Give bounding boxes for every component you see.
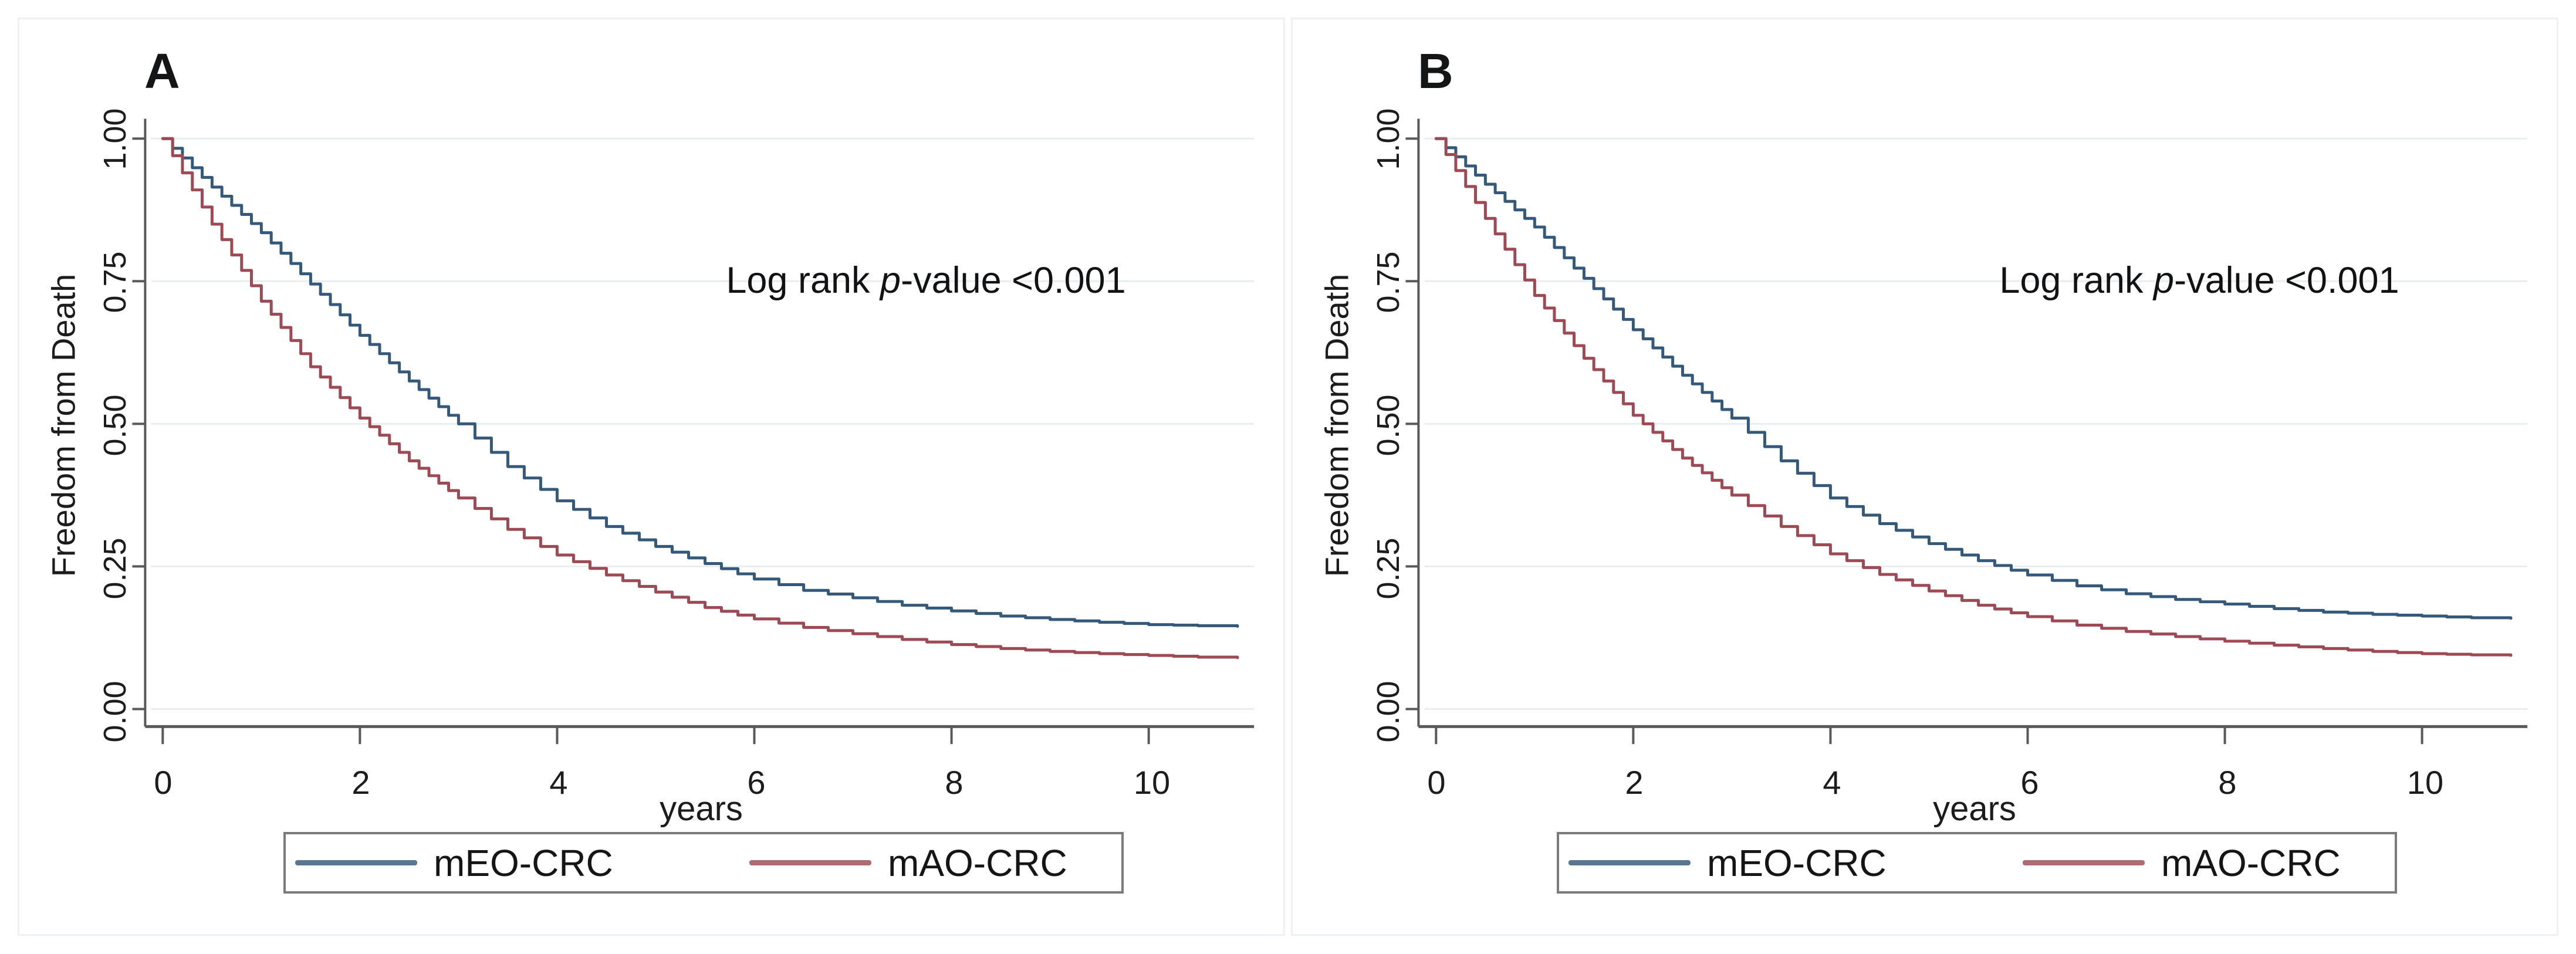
- legend-box: mEO-CRC mAO-CRC: [1557, 832, 2397, 894]
- x-tick-label: 8: [2218, 764, 2237, 801]
- x-tick-label: 8: [945, 764, 964, 801]
- annotation-italic-p: p: [880, 260, 901, 301]
- legend-entry-mao-crc: mAO-CRC: [2023, 834, 2341, 891]
- km-curve-meo-crc: [1434, 137, 2513, 620]
- y-tick-label: 0.25: [97, 537, 133, 600]
- x-axis-title: years: [1933, 790, 2016, 828]
- legend-line-maroon-icon: [2023, 860, 2145, 865]
- km-plot-canvas: [132, 119, 1255, 745]
- annotation-italic-p: p: [2154, 260, 2175, 301]
- annotation-suffix: -value <0.001: [2174, 260, 2399, 301]
- legend-line-navy-icon: [295, 860, 417, 865]
- y-tick-label: 0.50: [97, 394, 133, 456]
- annotation-suffix: -value <0.001: [901, 260, 1126, 301]
- km-curve-mao-crc: [1434, 137, 2513, 657]
- y-tick-label: 0.75: [1371, 251, 1406, 313]
- annotation-prefix: Log rank: [1999, 260, 2154, 301]
- legend-label: mEO-CRC: [434, 841, 613, 884]
- km-panel: A Freedom from Death 1.00 0.75 0.50 0.25…: [18, 18, 1285, 936]
- legend-entry-meo-crc: mEO-CRC: [1568, 834, 1887, 891]
- legend-line-maroon-icon: [749, 860, 871, 865]
- x-tick-label: 10: [1133, 764, 1171, 801]
- x-tick-label: 0: [1427, 764, 1446, 801]
- log-rank-annotation: Log rank p-value <0.001: [1999, 259, 2399, 302]
- km-curve-meo-crc: [161, 137, 1239, 628]
- x-tick-label: 6: [2020, 764, 2039, 801]
- y-tick-label: 0.75: [97, 251, 133, 313]
- panel-label: B: [1418, 43, 1455, 99]
- x-tick-label: 0: [154, 764, 173, 801]
- x-tick-label: 2: [1625, 764, 1644, 801]
- y-tick-label: 1.00: [97, 108, 133, 170]
- x-tick-label: 10: [2406, 764, 2444, 801]
- x-tick-label: 4: [1823, 764, 1841, 801]
- legend-entry-mao-crc: mAO-CRC: [749, 834, 1067, 891]
- y-axis-title: Freedom from Death: [1318, 273, 1355, 577]
- legend-label: mAO-CRC: [888, 841, 1067, 884]
- x-tick-label: 4: [549, 764, 568, 801]
- km-curve-mao-crc: [161, 137, 1239, 659]
- panel-label: A: [144, 43, 181, 99]
- y-tick-label: 0.25: [1371, 537, 1406, 600]
- legend-label: mAO-CRC: [2161, 841, 2341, 884]
- x-tick-label: 2: [351, 764, 370, 801]
- y-tick-label: 0.50: [1371, 394, 1406, 456]
- x-tick-label: 6: [747, 764, 766, 801]
- y-tick-label: 0.00: [1371, 681, 1406, 743]
- legend-box: mEO-CRC mAO-CRC: [283, 832, 1124, 894]
- y-axis-title: Freedom from Death: [45, 273, 82, 577]
- km-panel: B Freedom from Death 1.00 0.75 0.50 0.25…: [1291, 18, 2558, 936]
- log-rank-annotation: Log rank p-value <0.001: [726, 259, 1125, 302]
- annotation-prefix: Log rank: [726, 260, 881, 301]
- legend-label: mEO-CRC: [1707, 841, 1887, 884]
- y-tick-label: 0.00: [97, 681, 133, 743]
- x-axis-title: years: [660, 790, 743, 828]
- legend-line-navy-icon: [1568, 860, 1691, 865]
- legend-entry-meo-crc: mEO-CRC: [295, 834, 613, 891]
- y-tick-label: 1.00: [1371, 108, 1406, 170]
- km-plot-canvas: [1405, 119, 2528, 745]
